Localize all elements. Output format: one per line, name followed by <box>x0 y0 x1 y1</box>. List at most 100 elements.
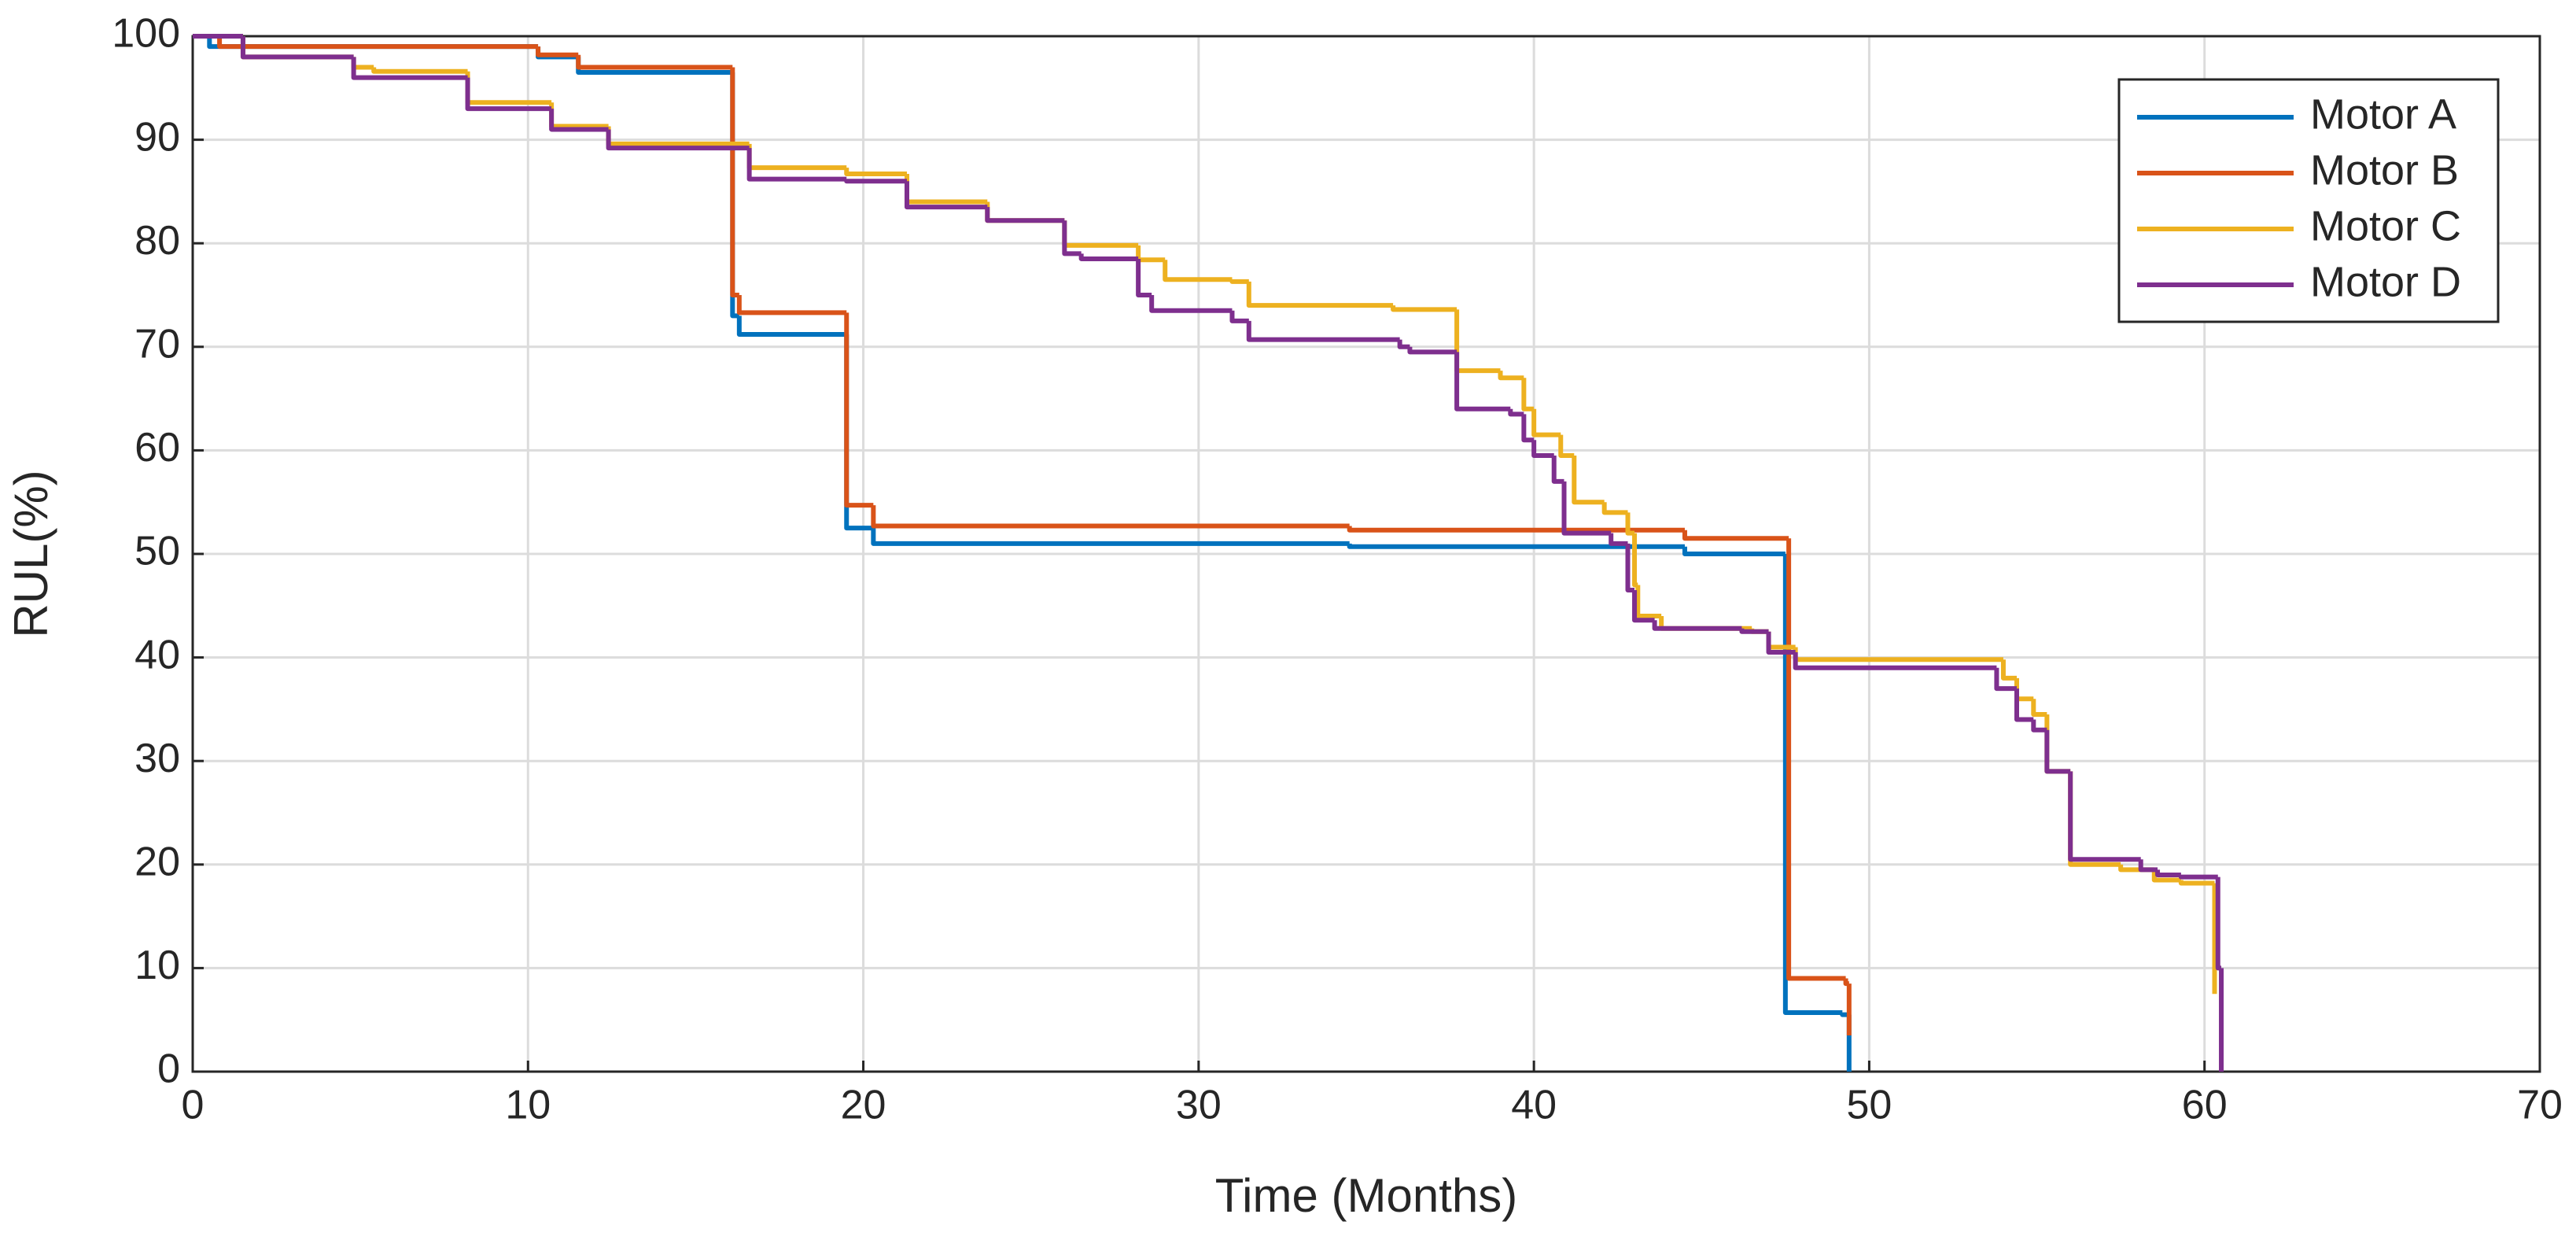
line-step <box>904 181 988 210</box>
line-step <box>1739 628 1769 634</box>
x-tick-label: 30 <box>1176 1083 1222 1128</box>
line-step <box>1551 455 1564 484</box>
line-step <box>871 505 1350 529</box>
line-step <box>1572 455 1605 505</box>
y-tick-label: 20 <box>135 840 180 885</box>
line-step <box>1766 631 1796 650</box>
line-step <box>2044 729 2071 774</box>
x-axis-label: Time (Months) <box>1215 1169 1518 1222</box>
line-step <box>1521 378 1535 411</box>
line-step <box>465 77 552 112</box>
legend-label: Motor B <box>2310 146 2459 194</box>
legend-label: Motor A <box>2310 90 2456 138</box>
line-step <box>351 57 374 70</box>
line-step <box>1062 220 1139 248</box>
line-step <box>871 528 1350 546</box>
series-line <box>193 34 2224 1072</box>
line-step <box>2014 677 2034 702</box>
line-step <box>1508 408 1524 417</box>
line-step <box>1347 543 1685 549</box>
line-step <box>2031 699 2047 717</box>
line-step <box>1397 339 1410 349</box>
line-step <box>1682 530 1789 541</box>
plot-frame <box>191 35 2541 1073</box>
line-step <box>985 207 1065 223</box>
line-step <box>1635 585 1662 618</box>
line-step <box>1531 408 1561 437</box>
line-step <box>2031 719 2047 733</box>
line-step <box>549 109 609 132</box>
y-tick-label: 30 <box>135 736 180 781</box>
line-step <box>351 57 468 80</box>
y-tick-label: 0 <box>157 1046 180 1092</box>
line-step <box>1793 652 1997 670</box>
line-step <box>746 143 847 171</box>
series-line <box>193 34 2217 995</box>
y-axis-label: RUL(%) <box>5 470 57 637</box>
x-tick-label: 60 <box>2182 1083 2228 1128</box>
line-step <box>1632 590 1655 623</box>
line-step <box>746 148 847 182</box>
y-tick-label: 40 <box>135 632 180 677</box>
x-tick-label: 50 <box>1847 1083 1892 1128</box>
line-step <box>1454 352 1511 411</box>
line-step <box>736 295 847 316</box>
line-step <box>2138 859 2158 873</box>
line-step <box>1229 310 1249 323</box>
line-step <box>1136 245 1166 263</box>
line-step <box>844 168 907 177</box>
legend-label: Motor C <box>2310 202 2461 249</box>
line-step <box>606 126 750 146</box>
line-step <box>904 174 988 205</box>
legend-label: Motor D <box>2310 258 2461 305</box>
x-tick-label: 40 <box>1511 1083 1557 1128</box>
line-step <box>1407 346 1458 355</box>
line-step <box>1078 253 1139 261</box>
line-step <box>1347 526 1685 533</box>
line-step <box>1229 279 1249 284</box>
x-tick-label: 10 <box>505 1083 551 1128</box>
line-step <box>1652 620 1742 631</box>
line-step <box>1498 371 1524 381</box>
legend-box <box>2117 78 2500 323</box>
line-step <box>2014 688 2034 722</box>
series-line <box>193 34 1852 1035</box>
line-step <box>1163 260 1233 282</box>
y-tick-label: 90 <box>135 114 180 160</box>
line-step <box>217 36 539 50</box>
line-step <box>2068 771 2121 867</box>
line-step <box>1454 309 1501 374</box>
x-tick-label: 70 <box>2517 1083 2563 1128</box>
line-step <box>2000 659 2017 681</box>
line-step <box>1391 305 1458 312</box>
line-step <box>1632 533 1638 588</box>
y-tick-label: 50 <box>135 529 180 574</box>
line-step <box>536 46 579 57</box>
line-step <box>1843 978 1849 987</box>
line-step <box>240 36 354 60</box>
line-step <box>1682 546 1786 556</box>
line-step <box>2155 869 2181 877</box>
line-step <box>985 201 1065 223</box>
line-step <box>1558 434 1575 458</box>
line-step <box>2178 880 2215 886</box>
line-step <box>844 312 874 508</box>
y-tick-label: 70 <box>135 322 180 367</box>
line-step <box>1062 220 1082 256</box>
y-tick-label: 10 <box>135 943 180 988</box>
y-tick-label: 80 <box>135 218 180 264</box>
line-step <box>1609 533 1628 546</box>
line-step <box>2044 714 2071 774</box>
line-step <box>736 316 847 338</box>
line-step <box>1531 440 1554 458</box>
line-step <box>2151 869 2181 883</box>
x-tick-label: 0 <box>182 1083 205 1128</box>
line-step <box>2178 874 2218 880</box>
line-step <box>844 179 907 184</box>
line-step <box>576 57 733 76</box>
line-step <box>606 129 750 151</box>
line-step <box>465 71 552 105</box>
line-step <box>844 334 874 531</box>
line-step <box>1149 295 1233 313</box>
